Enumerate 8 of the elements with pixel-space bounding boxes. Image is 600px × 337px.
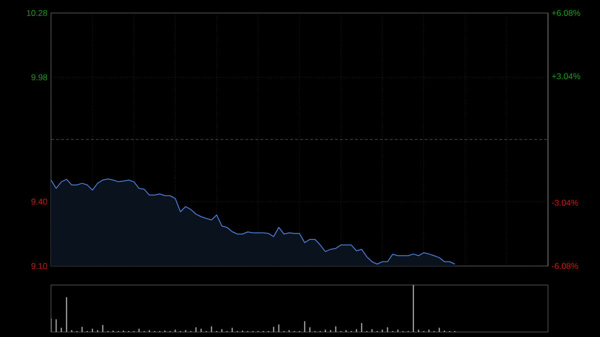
y2-tick-label: -3.04% <box>552 200 578 206</box>
y-tick-label: 9.10 <box>31 263 48 269</box>
y2-tick-label: -6.08% <box>552 263 578 269</box>
y2-tick-label: +3.04% <box>552 73 580 80</box>
y2-tick-label: +6.08% <box>552 10 580 16</box>
y-tick-label: 10.28 <box>26 10 48 16</box>
y-tick-label: 9.40 <box>31 198 48 205</box>
y-tick-label: 9.98 <box>31 74 48 80</box>
